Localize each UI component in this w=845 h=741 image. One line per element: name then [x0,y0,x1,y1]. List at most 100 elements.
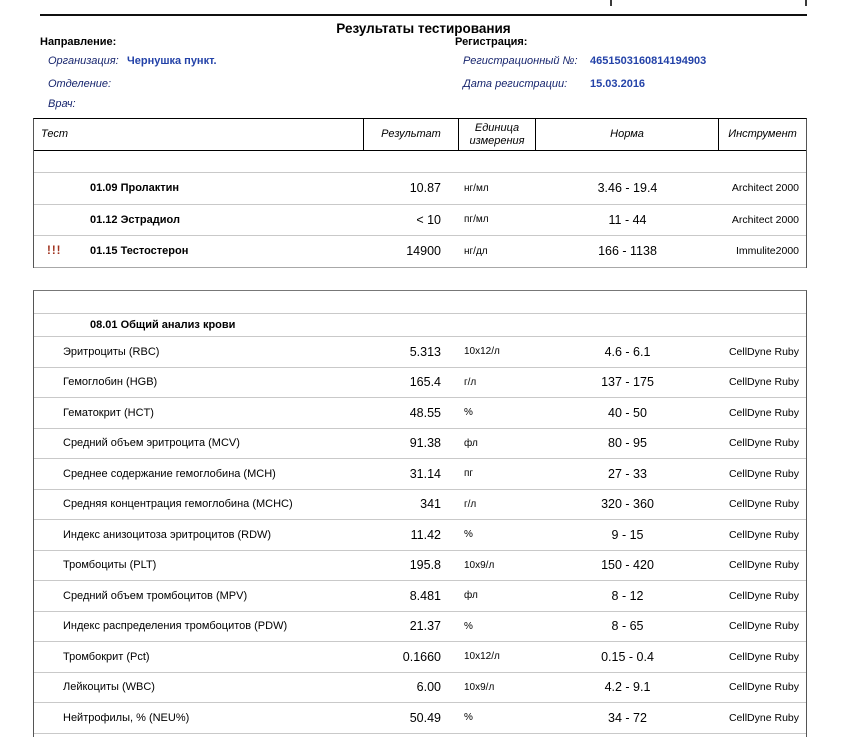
instrument-cell: CellDyne Ruby [728,650,799,663]
result-cell: 11.42 [410,527,441,542]
test-name-cell: 01.09 Пролактин [90,182,180,195]
test-name-cell: Гематокрит (HCT) [63,406,154,419]
registration-heading: Регистрация: [455,36,528,48]
referral-heading: Направление: [40,36,117,48]
ruler-tick [610,0,612,6]
result-row: Средний объем тромбоцитов (MPV) 8.481 фл 8 … [34,581,806,612]
test-name-cell: Нейтрофилы, % (NEU%) [63,711,190,724]
unit-cell: 10x12/л [464,346,500,358]
result-row: Среднее содержание гемоглобина (MCH) 31.1… [34,459,806,490]
norm-cell: 80 - 95 [608,436,647,451]
norm-cell: 320 - 360 [601,497,654,512]
group-header-label: 08.01 Общий анализ крови [90,319,236,331]
abnormal-flag: !!! [47,245,62,258]
registration-number-value: 4651503160814194903 [590,55,707,67]
hormones-rows: 01.09 Пролактин 10.87 нг/мл 3.46 - 19.4 Arch… [34,173,806,268]
organization-label: Организация: [48,55,119,67]
instrument-cell: CellDyne Ruby [728,620,799,633]
result-cell: 165.4 [409,375,441,390]
instrument-cell: CellDyne Ruby [728,437,799,450]
instrument-cell: CellDyne Ruby [728,345,799,358]
unit-cell: фл [464,590,478,602]
result-row: Гемоглобин (HGB) 165.4 г/л 137 - 175 CellDyn… [34,368,806,398]
instrument-cell: CellDyne Ruby [728,528,799,541]
result-cell: 6.00 [416,680,441,695]
result-row: Индекс анизоцитоза эритроцитов (RDW) 11.4… [34,520,806,551]
empty-row [34,151,806,173]
instrument-cell: CellDyne Ruby [728,376,799,389]
norm-cell: 137 - 175 [601,375,654,390]
norm-cell: 27 - 33 [608,466,647,481]
unit-cell: 10x12/л [464,651,500,663]
results-table-cbc: 08.01 Общий анализ крови Эритроциты (RBC)… [33,290,807,737]
column-header-test: Тест [34,119,364,150]
unit-cell: пг/мл [464,214,489,226]
result-row: Тромбокрит (Pct) 0.1660 10x12/л 0.15 - 0.4 C… [34,642,806,673]
ruler-tick [805,0,807,6]
result-row: Средний объем эритроцита (MCV) 91.38 фл 80 … [34,429,806,459]
norm-cell: 150 - 420 [601,558,654,573]
result-cell: 91.38 [409,436,441,451]
instrument-cell: CellDyne Ruby [728,681,799,694]
unit-cell: фл [464,437,478,449]
unit-cell: % [464,712,473,724]
test-name-cell: Тромбокрит (Pct) [63,650,150,663]
test-name-cell: Средняя концентрация гемоглобина (MCHC) [63,498,293,511]
test-name-cell: Среднее содержание гемоглобина (MCH) [63,467,276,480]
test-name-cell: Гемоглобин (HGB) [63,376,158,389]
result-cell: 48.55 [409,405,441,420]
result-cell: < 10 [416,212,441,227]
result-row: Индекс распределения тромбоцитов (PDW) 21… [34,612,806,642]
test-name-cell: 01.12 Эстрадиол [90,213,180,226]
test-name-cell: Индекс анизоцитоза эритроцитов (RDW) [63,528,272,541]
column-header-instrument: Инструмент [728,128,797,141]
result-cell: 14900 [406,244,441,259]
result-row: 01.09 Пролактин 10.87 нг/мл 3.46 - 19.4 Arch… [34,173,806,205]
result-cell: 8.481 [409,588,441,603]
unit-cell: г/л [464,498,477,510]
unit-cell: % [464,620,473,632]
norm-cell: 8 - 65 [611,619,644,634]
empty-row [34,291,806,314]
result-row: Нейтрофилы, % (NEU%) 50.49% 34 - 72 CellDyn… [34,703,806,734]
registration-date-value: 15.03.2016 [590,78,646,90]
instrument-cell: CellDyne Ruby [728,406,799,419]
test-name-cell: Средний объем эритроцита (MCV) [63,437,240,450]
unit-cell: г/л [464,376,477,388]
instrument-cell: CellDyne Ruby [728,467,799,480]
norm-cell: 9 - 15 [611,527,644,542]
column-header-norm: Норма [536,119,719,150]
table-header-row: Тест Результат Единица измерения Норма И… [34,119,806,151]
registration-number-label: Регистрационный №: [463,55,578,67]
test-name-cell: Тромбоциты (PLT) [63,559,157,572]
result-row: Средняя концентрация гемоглобина (MCHC) 3… [34,490,806,520]
result-cell: 50.49 [409,710,441,725]
result-row: Тромбоциты (PLT) 195.8 10x9/л 150 - 420 Cell… [34,551,806,581]
test-name-cell: Эритроциты (RBC) [63,345,160,358]
instrument-cell: CellDyne Ruby [728,559,799,572]
norm-cell: 4.6 - 6.1 [604,344,651,359]
result-row: !!! 01.15 Тестостерон 14900 нг/дл 166 - 1138… [34,236,806,268]
norm-cell: 3.46 - 19.4 [597,181,658,196]
result-row: Лейкоциты (WBC) 6.00 10x9/л 4.2 - 9.1 CellDy… [34,673,806,703]
norm-cell: 11 - 44 [608,212,647,227]
result-row: Эритроциты (RBC) 5.313 10x12/л 4.6 - 6.1 Cel… [34,337,806,368]
results-table-hormones: Тест Результат Единица измерения Норма И… [33,118,807,268]
result-cell: 31.14 [409,466,441,481]
result-cell: 195.8 [409,558,441,573]
test-name-cell: Индекс распределения тромбоцитов (PDW) [63,620,288,633]
norm-cell: 166 - 1138 [598,244,657,259]
result-row: Гематокрит (HCT) 48.55% 40 - 50 CellDyne Ru… [34,398,806,429]
instrument-cell: CellDyne Ruby [728,589,799,602]
test-name-cell: Средний объем тромбоцитов (MPV) [63,589,248,602]
unit-cell: 10x9/л [464,559,495,571]
page-title: Результаты тестирования [336,21,511,36]
norm-cell: 4.2 - 9.1 [604,680,651,695]
instrument-cell: Architect 2000 [731,213,799,226]
norm-cell: 34 - 72 [608,710,647,725]
unit-cell: нг/дл [464,245,488,257]
unit-cell: % [464,529,473,541]
group-header-row: 08.01 Общий анализ крови [34,314,806,337]
department-label: Отделение: [48,78,112,90]
